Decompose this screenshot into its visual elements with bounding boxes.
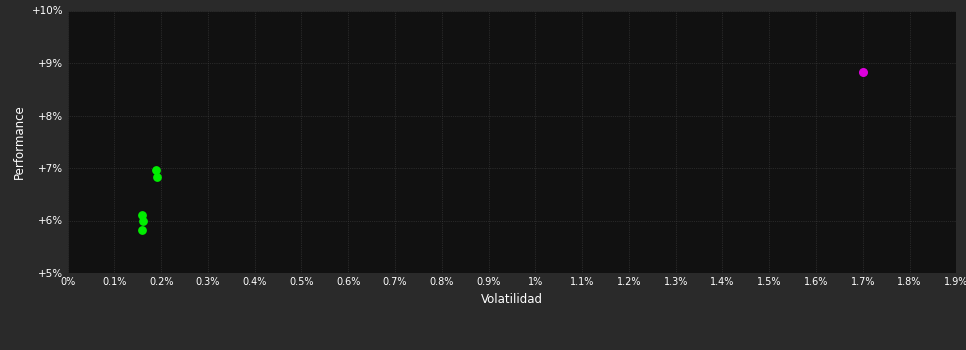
Point [135, 218, 151, 223]
Point [855, 70, 870, 75]
Y-axis label: Performance: Performance [14, 104, 26, 179]
Point [148, 167, 163, 172]
X-axis label: Volatilidad: Volatilidad [481, 293, 543, 306]
Point [150, 175, 165, 180]
Point [134, 212, 150, 218]
Point [134, 227, 150, 233]
